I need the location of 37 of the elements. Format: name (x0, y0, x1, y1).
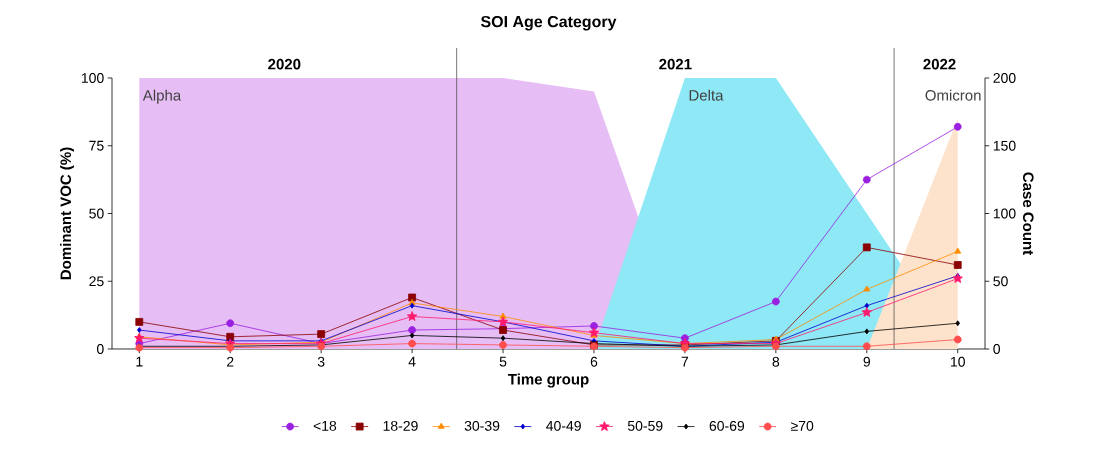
x-tick-label: 5 (499, 356, 507, 367)
y-tick-label: 25 (89, 276, 104, 287)
y2-tick-label: 200 (993, 73, 1016, 83)
y-tick-label: 100 (81, 73, 104, 83)
y-axis-title: Dominant VOC (%) (60, 147, 75, 280)
x-tick-label: 1 (136, 356, 143, 367)
legend-label: 40-49 (546, 420, 581, 431)
legend-label: <18 (313, 420, 337, 431)
x-tick-label: 9 (863, 356, 871, 367)
y2-tick-label: 0 (993, 344, 1001, 354)
x-tick-label: 7 (681, 356, 689, 367)
x-tick-label: 8 (772, 356, 780, 367)
y2-tick-label: 100 (993, 208, 1016, 219)
x-tick-label: 10 (951, 356, 965, 367)
chart-title: SOI Age Category (480, 15, 617, 31)
text: 2022 (923, 58, 956, 70)
y-tick-label: 0 (96, 344, 104, 354)
y-tick-label: 75 (89, 140, 104, 151)
text: 2021 (659, 58, 692, 70)
legend-label: 30-39 (464, 420, 500, 431)
x-axis-title: Time group (507, 373, 589, 388)
x-tick-label: 2 (227, 356, 234, 367)
legend-label: ≥70 (790, 420, 814, 431)
legend-label: 18-29 (383, 420, 418, 431)
series-label: Omicron (925, 89, 981, 101)
series-label: Alpha (142, 89, 182, 104)
y-tick-label: 50 (89, 208, 104, 219)
legend-label: 50-59 (627, 420, 663, 431)
y2-axis-title: Case Count (1022, 172, 1034, 255)
y2-tick-label: 50 (993, 276, 1008, 287)
series-label: Delta (689, 89, 724, 101)
text: 2020 (268, 58, 301, 70)
x-tick-label: 3 (317, 356, 325, 367)
legend-label: 60-69 (709, 420, 745, 431)
x-tick-label: 4 (408, 356, 416, 367)
x-tick-label: 6 (590, 356, 598, 367)
y2-tick-label: 150 (993, 140, 1016, 151)
